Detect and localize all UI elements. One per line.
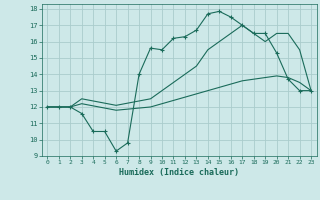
X-axis label: Humidex (Indice chaleur): Humidex (Indice chaleur) [119, 168, 239, 177]
